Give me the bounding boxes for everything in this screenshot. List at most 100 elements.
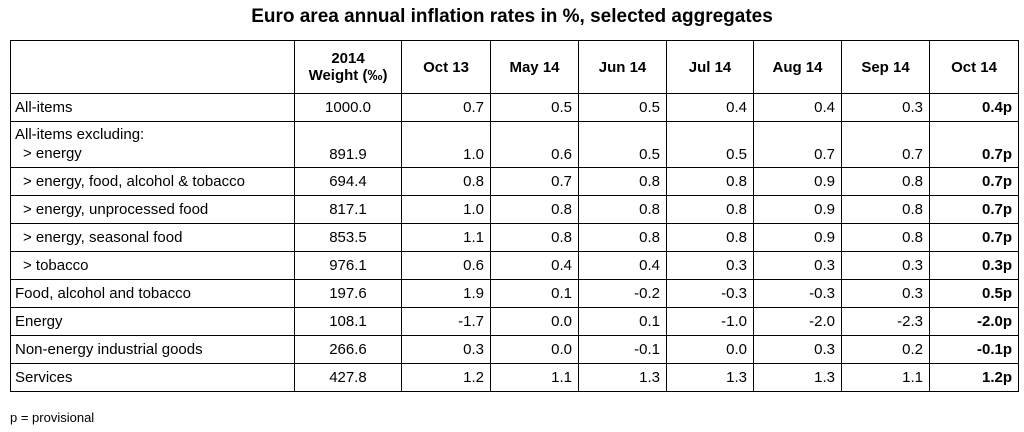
- row-value: -1.7: [401, 307, 491, 336]
- row-value: -0.2: [578, 279, 667, 308]
- table-row: Energy 108.1 -1.7 0.0 0.1 -1.0 -2.0 -2.3 -2.0p: [10, 307, 1019, 336]
- row-value: 1.9: [401, 279, 491, 308]
- row-label-text: > energy: [23, 145, 82, 162]
- row-value: 0.3: [753, 335, 842, 364]
- row-value: -1.0: [666, 307, 754, 336]
- row-weight: 108.1: [294, 307, 402, 336]
- row-weight: 266.6: [294, 335, 402, 364]
- header-weight-line1: 2014: [331, 50, 365, 67]
- row-value: 0.8: [841, 223, 930, 252]
- row-label: > energy, seasonal food: [10, 223, 295, 252]
- header-jun14: Jun 14: [578, 40, 667, 94]
- row-value: 0.8: [490, 195, 579, 224]
- table-row: > energy, unprocessed food 817.1 1.0 0.8 0.8…: [10, 195, 1019, 224]
- row-value: 0.7: [401, 93, 491, 122]
- row-value: 0.4: [666, 93, 754, 122]
- row-label: All-items: [10, 93, 295, 122]
- row-weight: 197.6: [294, 279, 402, 308]
- row-weight: 976.1: [294, 251, 402, 280]
- row-value: 0.8: [578, 167, 667, 196]
- row-label: Energy: [10, 307, 295, 336]
- table-row: > energy, food, alcohol & tobacco 694.4 0.…: [10, 167, 1019, 196]
- header-aug14: Aug 14: [753, 40, 842, 94]
- row-value: 0.7p: [929, 195, 1019, 224]
- row-value: 0.7: [841, 121, 930, 168]
- row-value: 0.3: [841, 93, 930, 122]
- table-row: > energy, seasonal food 853.5 1.1 0.8 0.8 0.8…: [10, 223, 1019, 252]
- row-value: 0.4: [578, 251, 667, 280]
- row-value: 0.9: [753, 167, 842, 196]
- row-value: 0.2: [841, 335, 930, 364]
- header-oct14: Oct 14: [929, 40, 1019, 94]
- row-value: 1.1: [490, 363, 579, 392]
- row-weight: 1000.0: [294, 93, 402, 122]
- row-value: 0.4: [490, 251, 579, 280]
- header-sep14: Sep 14: [841, 40, 930, 94]
- table-row: > tobacco 976.1 0.6 0.4 0.4 0.3 0.3 0.3 0.3p: [10, 251, 1019, 280]
- row-value: 1.2: [401, 363, 491, 392]
- row-weight: 817.1: [294, 195, 402, 224]
- row-label: Services: [10, 363, 295, 392]
- row-value: 0.5: [490, 93, 579, 122]
- row-value: 0.5: [578, 121, 667, 168]
- group-label: All-items excluding:: [15, 126, 145, 143]
- row-weight: 891.9: [294, 121, 402, 168]
- row-value: -0.3: [753, 279, 842, 308]
- row-value: 0.8: [578, 223, 667, 252]
- row-value: 0.6: [401, 251, 491, 280]
- header-oct13: Oct 13: [401, 40, 491, 94]
- row-value: -2.3: [841, 307, 930, 336]
- row-value: 0.4p: [929, 93, 1019, 122]
- row-value: 0.3p: [929, 251, 1019, 280]
- row-value: 1.3: [666, 363, 754, 392]
- row-value: 0.0: [490, 307, 579, 336]
- footnote: p = provisional: [10, 410, 95, 425]
- row-value: 0.5: [578, 93, 667, 122]
- row-value: 1.1: [401, 223, 491, 252]
- row-value: -0.1p: [929, 335, 1019, 364]
- row-label: > energy, unprocessed food: [10, 195, 295, 224]
- row-value: 0.3: [841, 251, 930, 280]
- row-value: 0.7p: [929, 223, 1019, 252]
- inflation-table: 2014 Weight (‰) Oct 13 May 14 Jun 14 Jul…: [10, 40, 1019, 392]
- row-value: 0.8: [841, 167, 930, 196]
- row-value: 0.7p: [929, 121, 1019, 168]
- row-value: 1.2p: [929, 363, 1019, 392]
- row-value: 0.5p: [929, 279, 1019, 308]
- row-value: 0.0: [666, 335, 754, 364]
- row-value: -2.0: [753, 307, 842, 336]
- table-row: All-items 1000.0 0.7 0.5 0.5 0.4 0.4 0.3 0.4p: [10, 93, 1019, 122]
- row-value: 0.8: [490, 223, 579, 252]
- row-weight: 427.8: [294, 363, 402, 392]
- row-label: > tobacco: [10, 251, 295, 280]
- row-value: 0.4: [753, 93, 842, 122]
- header-jul14: Jul 14: [666, 40, 754, 94]
- row-value: 0.6: [490, 121, 579, 168]
- row-value: -0.3: [666, 279, 754, 308]
- row-value: 0.7p: [929, 167, 1019, 196]
- row-value: 0.3: [841, 279, 930, 308]
- row-value: -2.0p: [929, 307, 1019, 336]
- header-may14: May 14: [490, 40, 579, 94]
- row-label: > energy, food, alcohol & tobacco: [10, 167, 295, 196]
- row-value: 0.7: [490, 167, 579, 196]
- table-row: Non-energy industrial goods 266.6 0.3 0.0 -0…: [10, 335, 1019, 364]
- table-title: Euro area annual inflation rates in %, s…: [251, 6, 773, 27]
- row-value: 0.8: [666, 223, 754, 252]
- table-body: All-items 1000.0 0.7 0.5 0.5 0.4 0.4 0.3 0.4p All…: [10, 93, 1019, 392]
- row-value: 0.3: [666, 251, 754, 280]
- row-value: 0.1: [578, 307, 667, 336]
- row-weight: 694.4: [294, 167, 402, 196]
- row-value: 0.1: [490, 279, 579, 308]
- row-value: 0.8: [666, 195, 754, 224]
- header-weight-line2: Weight (‰): [308, 67, 388, 84]
- table-row: Food, alcohol and tobacco 197.6 1.9 0.1 -0.2…: [10, 279, 1019, 308]
- row-value: 0.8: [401, 167, 491, 196]
- row-value: 0.5: [666, 121, 754, 168]
- row-label: Non-energy industrial goods: [10, 335, 295, 364]
- row-value: 1.0: [401, 195, 491, 224]
- row-value: 1.3: [753, 363, 842, 392]
- row-value: 0.3: [753, 251, 842, 280]
- row-value: 0.9: [753, 195, 842, 224]
- header-weight: 2014 Weight (‰): [294, 40, 402, 94]
